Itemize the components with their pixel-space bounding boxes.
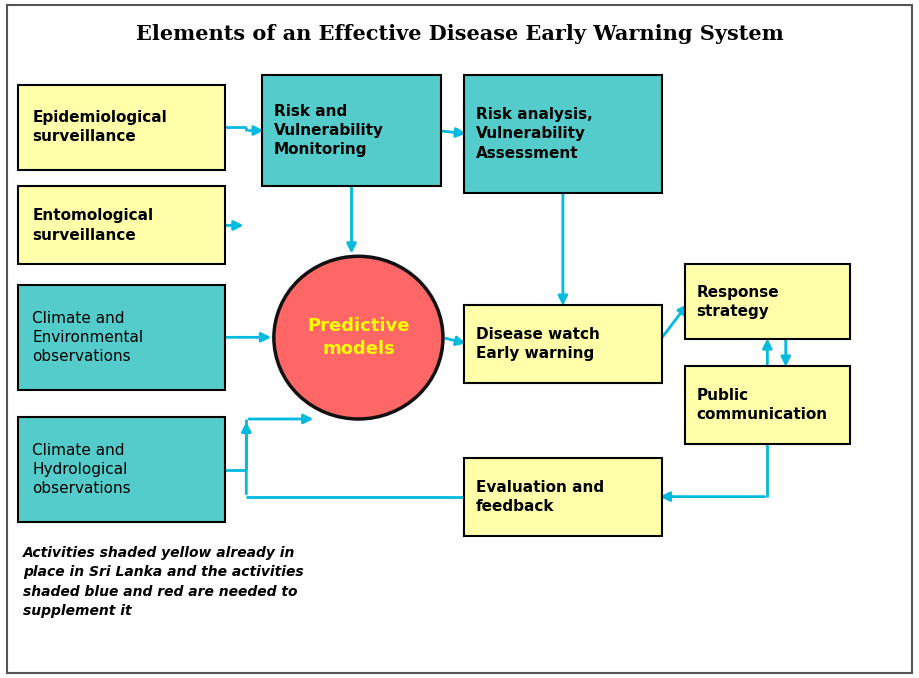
Text: Public
communication: Public communication [697,388,828,422]
FancyBboxPatch shape [262,75,441,186]
FancyBboxPatch shape [18,417,225,522]
FancyBboxPatch shape [685,366,850,444]
Ellipse shape [274,256,443,419]
Text: Entomological
surveillance: Entomological surveillance [32,208,153,243]
FancyBboxPatch shape [18,85,225,170]
FancyBboxPatch shape [18,186,225,264]
FancyBboxPatch shape [685,264,850,339]
FancyBboxPatch shape [464,458,662,536]
Text: Climate and
Environmental
observations: Climate and Environmental observations [32,311,143,364]
FancyBboxPatch shape [464,305,662,383]
FancyBboxPatch shape [18,285,225,390]
Text: Activities shaded yellow already in
place in Sri Lanka and the activities
shaded: Activities shaded yellow already in plac… [23,546,303,618]
Text: Risk and
Vulnerability
Monitoring: Risk and Vulnerability Monitoring [274,104,384,157]
Text: Predictive
models: Predictive models [307,317,410,359]
Text: Epidemiological
surveillance: Epidemiological surveillance [32,110,167,144]
FancyBboxPatch shape [464,75,662,193]
Text: Climate and
Hydrological
observations: Climate and Hydrological observations [32,443,130,496]
Text: Response
strategy: Response strategy [697,285,779,319]
Text: Elements of an Effective Disease Early Warning System: Elements of an Effective Disease Early W… [136,24,783,43]
Text: Evaluation and
feedback: Evaluation and feedback [476,479,604,514]
Text: Risk analysis,
Vulnerability
Assessment: Risk analysis, Vulnerability Assessment [476,107,593,161]
Text: Disease watch
Early warning: Disease watch Early warning [476,327,600,361]
